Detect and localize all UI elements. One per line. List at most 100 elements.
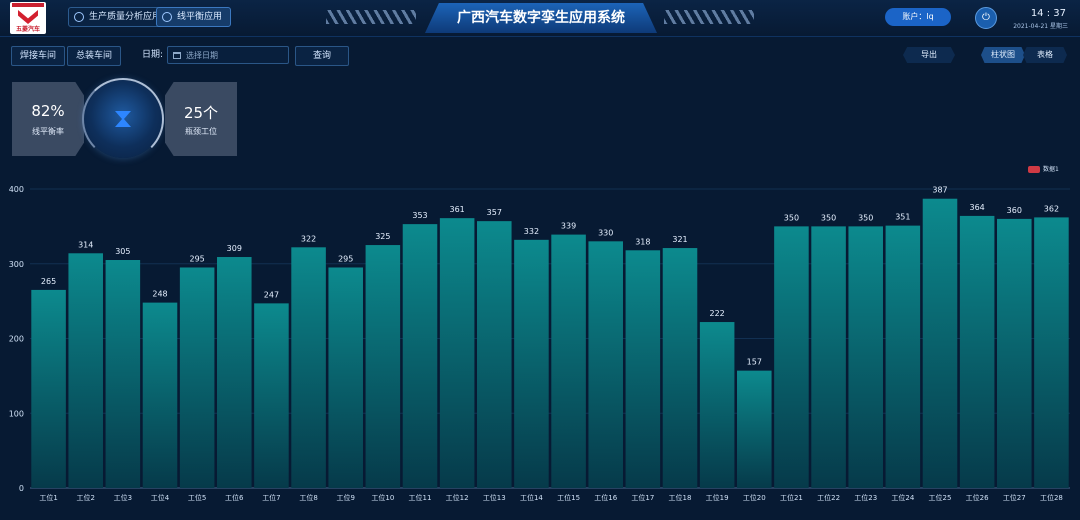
data-label: 295 (338, 254, 353, 263)
bar[interactable] (477, 221, 512, 488)
export-button[interactable]: 导出 (903, 47, 955, 63)
x-tick-label: 工位11 (409, 493, 432, 502)
bar[interactable] (662, 248, 698, 488)
nav-line-balance[interactable]: 线平衡应用 (156, 7, 232, 27)
query-button[interactable]: 查询 (295, 46, 349, 66)
bar[interactable] (997, 218, 1032, 488)
x-tick-label: 工位12 (446, 493, 469, 502)
bar[interactable] (551, 234, 586, 488)
company-logo: 五菱汽车 (10, 2, 46, 34)
bar[interactable] (514, 239, 549, 488)
bar[interactable] (402, 224, 438, 488)
data-label: 318 (635, 237, 650, 246)
x-tick-label: 工位26 (966, 493, 989, 502)
x-tick-label: 工位14 (520, 493, 543, 502)
weld-workshop-button[interactable]: 焊接车间 (11, 46, 65, 66)
data-label: 357 (487, 208, 502, 217)
x-tick-label: 工位8 (299, 493, 317, 502)
bar[interactable] (922, 198, 958, 488)
data-label: 360 (1007, 206, 1022, 215)
nav-label: 线平衡应用 (177, 12, 223, 22)
bar[interactable] (737, 370, 772, 488)
chart-legend[interactable]: 数据1 (1028, 164, 1059, 173)
data-label: 314 (78, 240, 93, 249)
y-tick-label: 100 (9, 409, 24, 418)
y-tick-label: 200 (9, 335, 24, 344)
data-label: 350 (858, 213, 873, 222)
data-label: 321 (672, 235, 687, 244)
kpi-balance-rate: 82% 线平衡率 (12, 82, 84, 156)
bar[interactable] (105, 260, 141, 488)
kpi-bottleneck-label: 瓶颈工位 (185, 127, 217, 136)
x-tick-label: 工位27 (1003, 493, 1026, 502)
bar[interactable] (625, 250, 661, 488)
app-icon (74, 12, 84, 22)
x-tick-label: 工位20 (743, 493, 766, 502)
account-button[interactable]: 账户：lq (885, 8, 951, 26)
x-tick-label: 工位3 (114, 493, 132, 502)
decor-stripes-right (664, 10, 754, 24)
x-tick-label: 工位9 (336, 493, 354, 502)
data-label: 353 (412, 211, 427, 220)
bar[interactable] (699, 322, 735, 488)
bar[interactable] (1034, 217, 1069, 488)
logo-emblem (18, 10, 38, 24)
data-label: 350 (784, 213, 799, 222)
bar[interactable] (774, 226, 809, 488)
bar[interactable] (328, 267, 363, 488)
x-tick-label: 工位15 (557, 493, 580, 502)
bar[interactable] (588, 241, 623, 488)
legend-label: 数据1 (1043, 166, 1059, 173)
logo-stripe (12, 3, 44, 7)
calendar-icon (173, 52, 181, 59)
data-label: 330 (598, 228, 613, 237)
x-tick-label: 工位7 (262, 493, 280, 502)
bar[interactable] (439, 218, 475, 488)
assembly-workshop-button[interactable]: 总装车间 (67, 46, 121, 66)
bar[interactable] (254, 303, 289, 488)
x-tick-label: 工位23 (854, 493, 877, 502)
kpi-ring-arc (82, 78, 164, 160)
x-tick-label: 工位5 (188, 493, 206, 502)
x-tick-label: 工位16 (594, 493, 617, 502)
x-tick-label: 工位17 (631, 493, 654, 502)
power-icon[interactable]: ⏻ (975, 7, 997, 29)
x-tick-label: 工位19 (706, 493, 729, 502)
bar[interactable] (68, 253, 103, 488)
bar[interactable] (885, 225, 921, 488)
bar[interactable] (811, 226, 846, 488)
x-tick-label: 工位2 (76, 493, 94, 502)
bar[interactable] (848, 226, 883, 488)
bar[interactable] (217, 257, 252, 488)
nav-quality-analysis[interactable]: 生产质量分析应用 (68, 7, 171, 27)
x-tick-label: 工位13 (483, 493, 506, 502)
x-tick-label: 工位6 (225, 493, 244, 502)
data-label: 364 (970, 203, 985, 212)
data-label: 157 (747, 358, 762, 367)
data-label: 332 (524, 227, 539, 236)
kpi-bottleneck-value: 25个 (183, 104, 219, 122)
data-label: 309 (227, 244, 242, 253)
table-view-tab[interactable]: 表格 (1023, 47, 1067, 63)
data-label: 350 (821, 213, 836, 222)
data-label: 387 (932, 186, 947, 195)
bar[interactable] (291, 247, 326, 488)
hourglass-icon (115, 111, 131, 127)
bar[interactable] (179, 267, 215, 488)
bar[interactable] (365, 245, 401, 488)
x-tick-label: 工位4 (151, 493, 170, 502)
x-tick-label: 工位1 (39, 493, 57, 502)
bar-view-tab[interactable]: 柱状图 (981, 47, 1025, 63)
y-tick-label: 300 (9, 260, 24, 269)
y-tick-label: 400 (9, 185, 24, 194)
data-label: 325 (375, 232, 390, 241)
x-tick-label: 工位22 (817, 493, 840, 502)
bar[interactable] (31, 289, 66, 488)
bar[interactable] (959, 215, 995, 488)
data-label: 222 (710, 309, 725, 318)
nav-label: 生产质量分析应用 (89, 12, 162, 22)
bar[interactable] (142, 302, 178, 488)
date-picker-input[interactable]: 选择日期 (167, 46, 289, 64)
data-label: 248 (152, 290, 167, 299)
date-placeholder: 选择日期 (186, 51, 218, 60)
